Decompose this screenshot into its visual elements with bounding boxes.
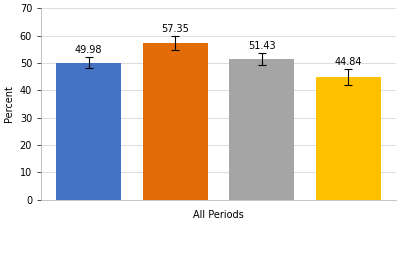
Y-axis label: Percent: Percent <box>4 86 14 122</box>
Text: 49.98: 49.98 <box>75 45 102 55</box>
Text: 44.84: 44.84 <box>334 57 362 67</box>
X-axis label: All Periods: All Periods <box>193 210 244 220</box>
Bar <box>56 63 121 200</box>
Bar <box>143 43 208 200</box>
Bar <box>316 77 381 200</box>
Text: 57.35: 57.35 <box>161 24 189 34</box>
Text: 51.43: 51.43 <box>248 41 276 51</box>
Bar <box>229 59 294 200</box>
